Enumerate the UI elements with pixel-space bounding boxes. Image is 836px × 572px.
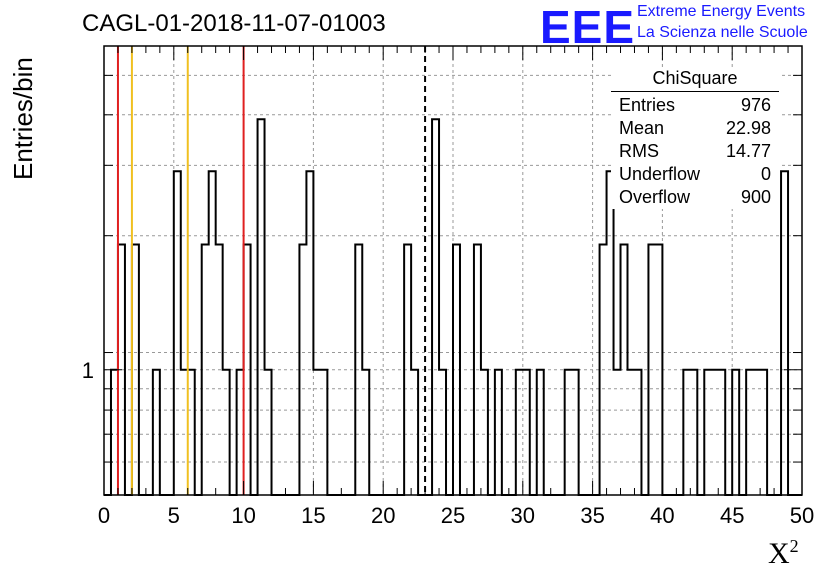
x-tick-label: 25 [441,503,465,528]
y-tick-label: 1 [82,358,94,383]
x-tick-label: 10 [231,503,255,528]
x-axis-label-sup: 2 [789,536,799,556]
stats-label: Underflow [619,164,701,184]
stats-value: 976 [740,95,771,115]
stats-label: Entries [619,95,676,115]
histogram-bin [781,171,788,495]
stats-label: Overflow [619,187,691,207]
stats-row: RMS 14.77 [611,140,779,163]
x-tick-label: 5 [168,503,180,528]
histogram-bin [607,171,614,495]
stats-title: ChiSquare [611,68,779,92]
histogram-bin [432,119,439,495]
x-tick-label: 30 [511,503,535,528]
chart-title: CAGL-01-2018-11-07-01003 [82,10,386,37]
stats-box: ChiSquare Entries 976 Mean 22.98 RMS 14.77 … [611,68,779,209]
histogram-bin [306,171,313,495]
stats-row: Mean 22.98 [611,117,779,140]
x-axis-label-base: X [768,537,790,570]
x-tick-label: 40 [650,503,674,528]
x-tick-label: 45 [720,503,744,528]
histogram-bin [209,171,216,495]
stats-label: Mean [619,118,665,138]
histogram-bin [258,119,265,495]
eee-logo: EEE [540,1,636,53]
stats-value: 900 [740,187,771,207]
y-axis-label: Entries/bin [8,57,38,180]
x-tick-label: 50 [790,503,814,528]
stats-row: Underflow 0 [611,163,779,186]
stats-row: Overflow 900 [611,186,779,209]
x-axis-label: X2 [768,536,799,571]
stats-label: RMS [619,141,659,161]
x-tick-label: 20 [371,503,395,528]
stats-row: Entries 976 [611,94,779,117]
x-tick-label: 15 [301,503,325,528]
stats-value: 14.77 [725,141,771,161]
histogram-bin [174,171,181,495]
x-tick-label: 0 [98,503,110,528]
stats-value: 0 [760,164,771,184]
logo-text-line2: La Scienza nelle Scuole [637,24,808,41]
logo-text-line1: Extreme Energy Events [637,3,806,20]
stats-value: 22.98 [725,118,771,138]
x-tick-label: 35 [580,503,604,528]
